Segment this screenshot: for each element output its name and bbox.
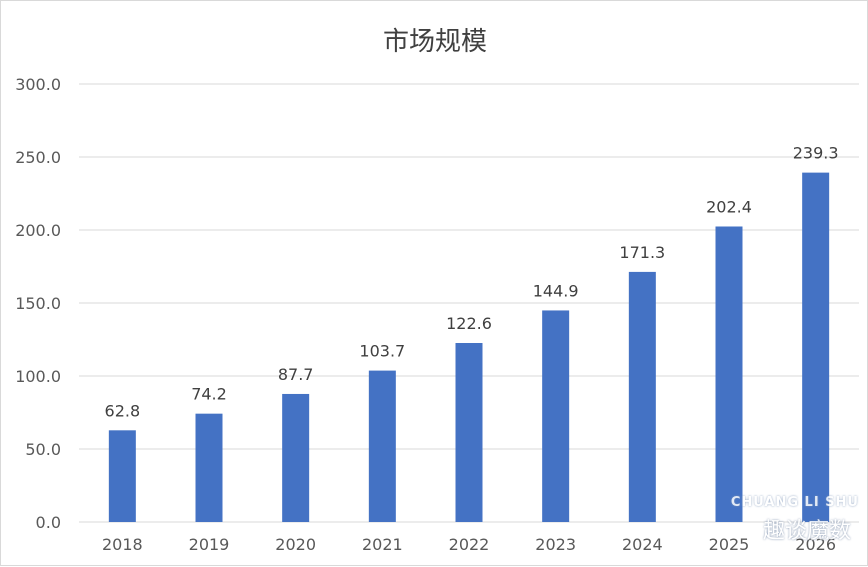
x-tick-label: 2025 (709, 535, 750, 554)
bar (282, 393, 310, 522)
data-label: 87.7 (278, 365, 314, 384)
y-tick-label: 200.0 (15, 221, 61, 240)
x-tick-label: 2023 (535, 535, 576, 554)
x-tick-label: 2019 (189, 535, 230, 554)
bar (455, 343, 483, 522)
x-tick-label: 2026 (795, 535, 836, 554)
data-label: 202.4 (706, 197, 752, 216)
watermark-english-text: CHUANG LI SHU (730, 495, 859, 510)
y-tick-label: 150.0 (15, 294, 61, 313)
x-tick-label: 2020 (275, 535, 316, 554)
y-tick-label: 100.0 (15, 367, 61, 386)
bar (542, 310, 570, 522)
data-label: 144.9 (533, 281, 579, 300)
x-tick-label: 2022 (449, 535, 490, 554)
bar (368, 370, 396, 522)
y-tick-label: 50.0 (25, 440, 61, 459)
bar (802, 172, 830, 522)
x-tick-label: 2021 (362, 535, 403, 554)
data-label: 122.6 (446, 314, 492, 333)
data-label: 74.2 (191, 385, 227, 404)
data-label: 171.3 (619, 243, 665, 262)
data-label: 103.7 (359, 342, 405, 361)
watermark-logo: CHUANG LI SHU 趣谈魔数 (659, 495, 859, 559)
bar (108, 430, 136, 522)
y-tick-label: 250.0 (15, 148, 61, 167)
bar (715, 226, 743, 522)
bar (628, 271, 656, 522)
x-tick-label: 2018 (102, 535, 143, 554)
y-tick-label: 0.0 (36, 513, 61, 532)
bar (195, 413, 223, 522)
data-label: 239.3 (793, 144, 839, 163)
data-label: 62.8 (105, 401, 141, 420)
watermark-chinese-text: 趣谈魔数 (762, 519, 851, 544)
y-tick-label: 300.0 (15, 75, 61, 94)
x-tick-label: 2024 (622, 535, 663, 554)
chart-title: 市场规模 (382, 27, 487, 57)
